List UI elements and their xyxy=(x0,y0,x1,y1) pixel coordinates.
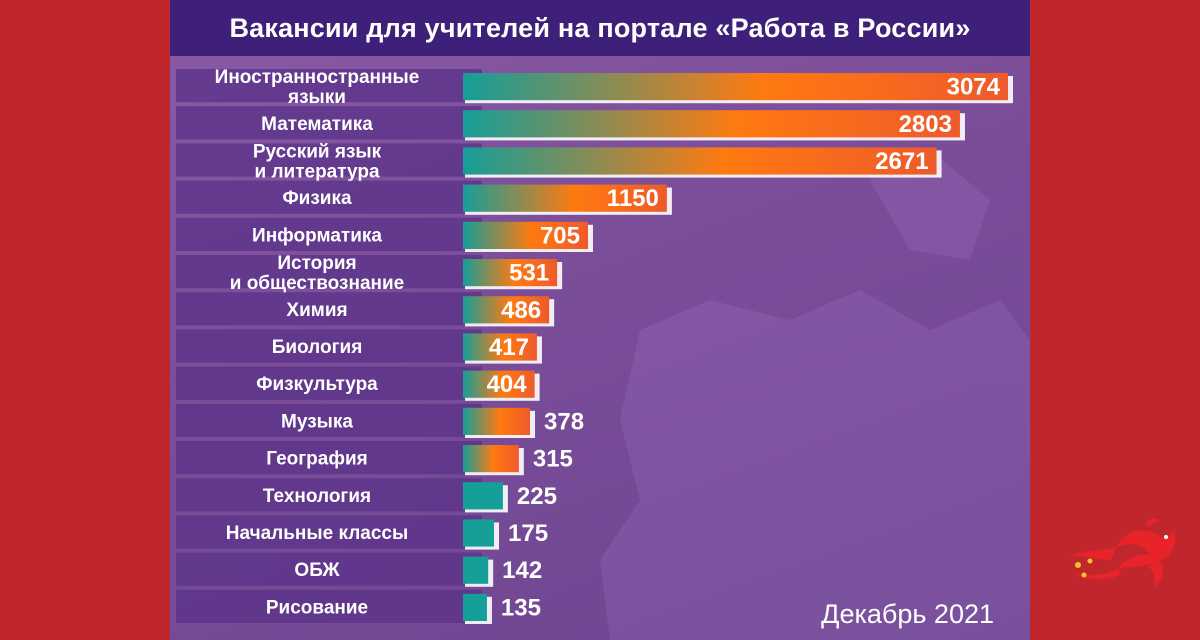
firebird-icon xyxy=(1070,518,1176,587)
category-label-box xyxy=(176,403,482,437)
category-label: Математика xyxy=(261,114,373,135)
value-label: 705 xyxy=(540,222,580,249)
chart-panel: Иностранностранные языки 3074 Математика 280… xyxy=(170,0,1030,640)
value-label: 3074 xyxy=(947,74,1001,101)
bar xyxy=(463,221,588,249)
value-label: 142 xyxy=(502,557,542,584)
category-label-box xyxy=(176,552,482,586)
value-label: 225 xyxy=(517,483,557,510)
value-label: 175 xyxy=(508,520,548,547)
category-label-box xyxy=(176,255,482,289)
bar xyxy=(463,445,519,473)
category-label-box xyxy=(176,589,482,623)
value-label: 315 xyxy=(533,446,573,473)
category-label: История и обществознание xyxy=(230,253,405,294)
category-label-box xyxy=(176,69,482,103)
category-label-box xyxy=(176,515,482,549)
bar xyxy=(463,333,537,361)
bar xyxy=(463,184,667,212)
category-label: Технология xyxy=(263,486,371,507)
bar xyxy=(463,482,503,510)
category-label-box xyxy=(176,329,482,363)
bar xyxy=(463,556,489,584)
bar xyxy=(463,593,487,621)
category-label-box xyxy=(176,292,482,326)
category-label: Русский язык и литература xyxy=(253,141,382,182)
value-label: 417 xyxy=(489,334,529,361)
title-bar: Вакансии для учителей на портале «Работа… xyxy=(170,0,1030,56)
category-label-box xyxy=(176,143,482,177)
value-label: 2803 xyxy=(899,111,952,138)
category-label: География xyxy=(266,449,367,470)
bar xyxy=(463,296,550,324)
category-label-box xyxy=(176,441,482,475)
category-label: Биология xyxy=(272,337,363,358)
bar xyxy=(463,147,937,175)
category-label-box xyxy=(176,366,482,400)
value-label: 404 xyxy=(487,371,528,398)
bar xyxy=(463,259,558,287)
category-label: Музыка xyxy=(281,411,353,432)
category-label-box xyxy=(176,478,482,512)
bar xyxy=(463,73,1008,101)
category-label-box xyxy=(176,217,482,251)
category-label: Физкультура xyxy=(256,374,378,395)
bar xyxy=(463,370,535,398)
category-label: Информатика xyxy=(252,225,382,246)
category-label: Начальные классы xyxy=(226,523,408,544)
value-label: 531 xyxy=(509,260,549,287)
bar xyxy=(463,519,495,547)
bar xyxy=(463,110,960,138)
value-label: 486 xyxy=(501,297,541,324)
value-label: 2671 xyxy=(875,148,928,175)
bar xyxy=(463,407,531,435)
category-label: Химия xyxy=(286,300,347,321)
category-label: Иностранностранные языки xyxy=(215,67,420,108)
category-label: Физика xyxy=(282,188,352,209)
background-map-decoration xyxy=(600,150,1030,640)
chart-title: Вакансии для учителей на портале «Работа… xyxy=(229,12,971,43)
category-label-box xyxy=(176,180,482,214)
value-label: 135 xyxy=(501,594,541,621)
date-note: Декабрь 2021 xyxy=(821,599,994,629)
value-label: 1150 xyxy=(607,185,659,212)
bar-chart: Иностранностранные языки 3074 Математика 280… xyxy=(176,67,1030,640)
category-label: ОБЖ xyxy=(294,560,340,581)
value-label: 378 xyxy=(544,408,584,435)
category-label: Рисование xyxy=(266,597,368,618)
category-label-box xyxy=(176,106,482,140)
